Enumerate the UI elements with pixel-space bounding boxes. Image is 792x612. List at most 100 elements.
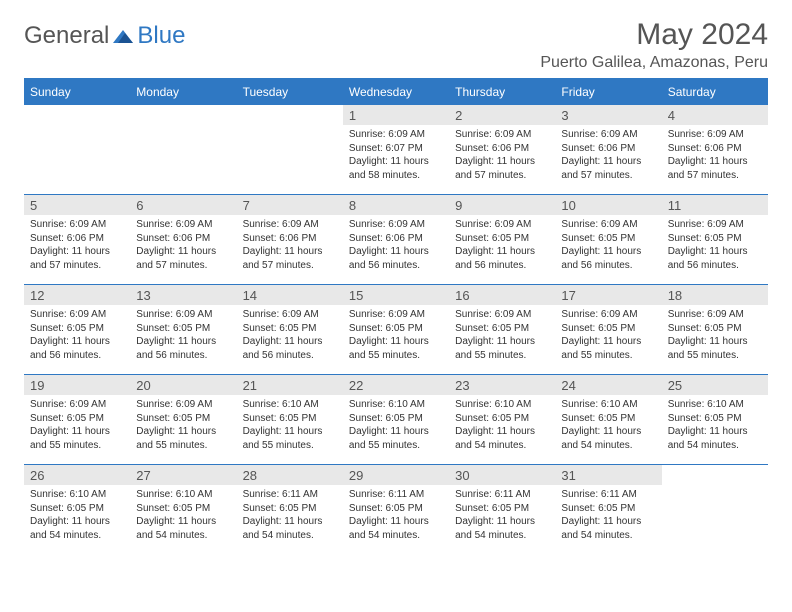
daylight-text: Daylight: 11 hours and 56 minutes. [668, 245, 762, 272]
daylight-text: Daylight: 11 hours and 55 minutes. [561, 335, 655, 362]
sunset-text: Sunset: 6:05 PM [668, 322, 762, 336]
brand-text-general: General [24, 22, 109, 50]
calendar-day-cell: 15Sunrise: 6:09 AMSunset: 6:05 PMDayligh… [343, 285, 449, 375]
day-number [24, 105, 130, 125]
calendar-day-cell: 7Sunrise: 6:09 AMSunset: 6:06 PMDaylight… [237, 195, 343, 285]
calendar-day-cell: 13Sunrise: 6:09 AMSunset: 6:05 PMDayligh… [130, 285, 236, 375]
day-details: Sunrise: 6:10 AMSunset: 6:05 PMDaylight:… [555, 395, 661, 456]
day-details: Sunrise: 6:09 AMSunset: 6:05 PMDaylight:… [449, 305, 555, 366]
daylight-text: Daylight: 11 hours and 54 minutes. [455, 515, 549, 542]
sunrise-text: Sunrise: 6:09 AM [349, 308, 443, 322]
day-number: 26 [24, 465, 130, 485]
calendar-day-cell: 4Sunrise: 6:09 AMSunset: 6:06 PMDaylight… [662, 105, 768, 195]
calendar-day-cell: 31Sunrise: 6:11 AMSunset: 6:05 PMDayligh… [555, 465, 661, 555]
day-number: 28 [237, 465, 343, 485]
daylight-text: Daylight: 11 hours and 55 minutes. [243, 425, 337, 452]
calendar-page: General Blue May 2024 Puerto Galilea, Am… [0, 0, 792, 612]
daylight-text: Daylight: 11 hours and 54 minutes. [243, 515, 337, 542]
calendar-day-cell: 12Sunrise: 6:09 AMSunset: 6:05 PMDayligh… [24, 285, 130, 375]
calendar-day-cell: 8Sunrise: 6:09 AMSunset: 6:06 PMDaylight… [343, 195, 449, 285]
sunset-text: Sunset: 6:06 PM [668, 142, 762, 156]
day-details: Sunrise: 6:09 AMSunset: 6:06 PMDaylight:… [237, 215, 343, 276]
sunset-text: Sunset: 6:05 PM [455, 322, 549, 336]
sunrise-text: Sunrise: 6:09 AM [30, 218, 124, 232]
sunset-text: Sunset: 6:06 PM [243, 232, 337, 246]
calendar-day-cell: 27Sunrise: 6:10 AMSunset: 6:05 PMDayligh… [130, 465, 236, 555]
sunrise-text: Sunrise: 6:10 AM [349, 398, 443, 412]
calendar-day-cell: 24Sunrise: 6:10 AMSunset: 6:05 PMDayligh… [555, 375, 661, 465]
day-number: 16 [449, 285, 555, 305]
sunrise-text: Sunrise: 6:10 AM [561, 398, 655, 412]
title-block: May 2024 Puerto Galilea, Amazonas, Peru [540, 18, 768, 72]
daylight-text: Daylight: 11 hours and 54 minutes. [455, 425, 549, 452]
calendar-day-cell: 18Sunrise: 6:09 AMSunset: 6:05 PMDayligh… [662, 285, 768, 375]
daylight-text: Daylight: 11 hours and 54 minutes. [561, 515, 655, 542]
calendar-day-cell [130, 105, 236, 195]
day-number: 30 [449, 465, 555, 485]
day-details: Sunrise: 6:09 AMSunset: 6:05 PMDaylight:… [24, 395, 130, 456]
sunset-text: Sunset: 6:05 PM [136, 322, 230, 336]
day-number: 11 [662, 195, 768, 215]
day-details: Sunrise: 6:09 AMSunset: 6:05 PMDaylight:… [555, 305, 661, 366]
calendar-day-cell: 16Sunrise: 6:09 AMSunset: 6:05 PMDayligh… [449, 285, 555, 375]
day-number: 23 [449, 375, 555, 395]
calendar-day-cell: 3Sunrise: 6:09 AMSunset: 6:06 PMDaylight… [555, 105, 661, 195]
day-number: 15 [343, 285, 449, 305]
day-number: 5 [24, 195, 130, 215]
sunrise-text: Sunrise: 6:09 AM [455, 308, 549, 322]
day-details: Sunrise: 6:09 AMSunset: 6:06 PMDaylight:… [449, 125, 555, 186]
calendar-day-cell: 21Sunrise: 6:10 AMSunset: 6:05 PMDayligh… [237, 375, 343, 465]
sunset-text: Sunset: 6:05 PM [349, 502, 443, 516]
sunset-text: Sunset: 6:05 PM [136, 412, 230, 426]
sunset-text: Sunset: 6:05 PM [668, 412, 762, 426]
day-number: 13 [130, 285, 236, 305]
sunrise-text: Sunrise: 6:11 AM [243, 488, 337, 502]
sunrise-text: Sunrise: 6:09 AM [668, 218, 762, 232]
day-details: Sunrise: 6:09 AMSunset: 6:05 PMDaylight:… [237, 305, 343, 366]
sunset-text: Sunset: 6:05 PM [561, 232, 655, 246]
sunset-text: Sunset: 6:05 PM [243, 322, 337, 336]
brand-text-blue: Blue [137, 22, 185, 50]
daylight-text: Daylight: 11 hours and 54 minutes. [561, 425, 655, 452]
daylight-text: Daylight: 11 hours and 54 minutes. [30, 515, 124, 542]
sunset-text: Sunset: 6:05 PM [349, 412, 443, 426]
daylight-text: Daylight: 11 hours and 57 minutes. [561, 155, 655, 182]
sunset-text: Sunset: 6:05 PM [136, 502, 230, 516]
day-header-row: Sunday Monday Tuesday Wednesday Thursday… [24, 79, 768, 105]
calendar-day-cell [662, 465, 768, 555]
sunset-text: Sunset: 6:06 PM [30, 232, 124, 246]
calendar-table: Sunday Monday Tuesday Wednesday Thursday… [24, 78, 768, 555]
sunrise-text: Sunrise: 6:09 AM [668, 128, 762, 142]
day-number [130, 105, 236, 125]
page-header: General Blue May 2024 Puerto Galilea, Am… [24, 18, 768, 72]
day-details: Sunrise: 6:09 AMSunset: 6:05 PMDaylight:… [555, 215, 661, 276]
calendar-day-cell: 9Sunrise: 6:09 AMSunset: 6:05 PMDaylight… [449, 195, 555, 285]
day-details: Sunrise: 6:09 AMSunset: 6:06 PMDaylight:… [555, 125, 661, 186]
day-details: Sunrise: 6:09 AMSunset: 6:05 PMDaylight:… [130, 395, 236, 456]
sunrise-text: Sunrise: 6:09 AM [455, 218, 549, 232]
day-number: 10 [555, 195, 661, 215]
calendar-day-cell: 5Sunrise: 6:09 AMSunset: 6:06 PMDaylight… [24, 195, 130, 285]
day-details: Sunrise: 6:11 AMSunset: 6:05 PMDaylight:… [555, 485, 661, 546]
calendar-day-cell: 17Sunrise: 6:09 AMSunset: 6:05 PMDayligh… [555, 285, 661, 375]
sunrise-text: Sunrise: 6:09 AM [243, 218, 337, 232]
day-details: Sunrise: 6:11 AMSunset: 6:05 PMDaylight:… [343, 485, 449, 546]
sunset-text: Sunset: 6:05 PM [561, 322, 655, 336]
daylight-text: Daylight: 11 hours and 57 minutes. [243, 245, 337, 272]
day-number: 3 [555, 105, 661, 125]
daylight-text: Daylight: 11 hours and 57 minutes. [455, 155, 549, 182]
day-details: Sunrise: 6:09 AMSunset: 6:05 PMDaylight:… [24, 305, 130, 366]
daylight-text: Daylight: 11 hours and 55 minutes. [349, 335, 443, 362]
day-number: 1 [343, 105, 449, 125]
daylight-text: Daylight: 11 hours and 56 minutes. [349, 245, 443, 272]
daylight-text: Daylight: 11 hours and 56 minutes. [561, 245, 655, 272]
sunset-text: Sunset: 6:05 PM [455, 502, 549, 516]
calendar-day-cell: 22Sunrise: 6:10 AMSunset: 6:05 PMDayligh… [343, 375, 449, 465]
day-details: Sunrise: 6:09 AMSunset: 6:07 PMDaylight:… [343, 125, 449, 186]
calendar-day-cell: 11Sunrise: 6:09 AMSunset: 6:05 PMDayligh… [662, 195, 768, 285]
daylight-text: Daylight: 11 hours and 58 minutes. [349, 155, 443, 182]
logo-triangle-icon [113, 27, 135, 45]
day-number: 29 [343, 465, 449, 485]
calendar-day-cell: 1Sunrise: 6:09 AMSunset: 6:07 PMDaylight… [343, 105, 449, 195]
day-number: 25 [662, 375, 768, 395]
